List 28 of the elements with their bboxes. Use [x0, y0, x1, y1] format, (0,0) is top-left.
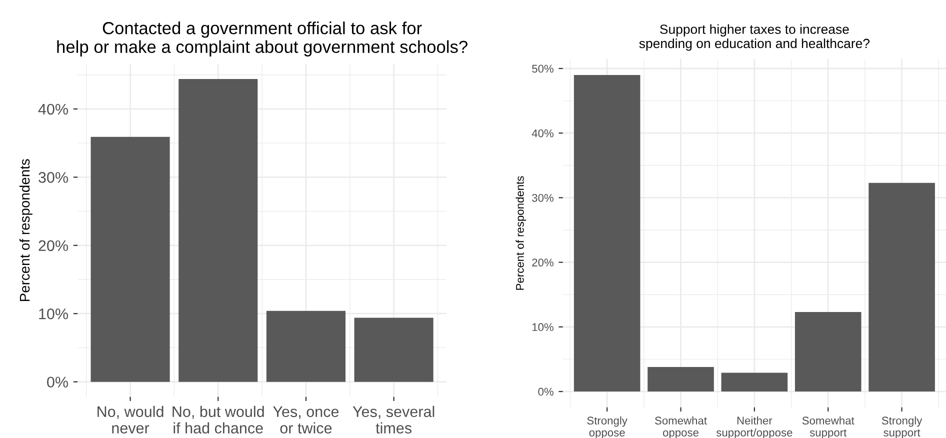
- y-tick-label: 20%: [38, 240, 68, 252]
- bar: [794, 312, 862, 392]
- y-axis-title: Percent of respondents: [516, 176, 526, 290]
- y-tick-label: 0%: [538, 388, 554, 396]
- bar: [178, 78, 258, 382]
- y-tick-label: 50%: [532, 64, 554, 73]
- chart-title: Support higher taxes to increase spending on education and healthcare?: [639, 24, 870, 51]
- y-tick-label: 10%: [532, 323, 554, 332]
- bar: [266, 310, 346, 382]
- y-tick-label: 30%: [532, 194, 554, 202]
- y-tick-label: 20%: [532, 258, 554, 266]
- bar: [868, 182, 935, 392]
- x-tick-label: No, would never: [98, 406, 164, 434]
- y-tick-label: 40%: [38, 104, 68, 115]
- y-tick-label: 0%: [47, 376, 68, 388]
- bar: [648, 366, 714, 392]
- bar: [354, 318, 434, 382]
- y-tick-label: 40%: [532, 129, 554, 138]
- x-tick-label: Yes, once or twice: [273, 406, 339, 434]
- chart-title: Contacted a government official to ask for help or make a complaint about government schools?: [57, 22, 468, 56]
- x-tick-label: No, but would if had chance: [172, 406, 264, 434]
- y-tick-label: 10%: [39, 308, 68, 320]
- bar: [721, 372, 788, 392]
- y-tick-label: 30%: [38, 172, 68, 183]
- y-axis-title: Percent of respondents: [19, 159, 32, 302]
- x-tick-label: Yes, several times: [352, 406, 434, 434]
- bar: [90, 136, 170, 382]
- bar: [574, 74, 640, 392]
